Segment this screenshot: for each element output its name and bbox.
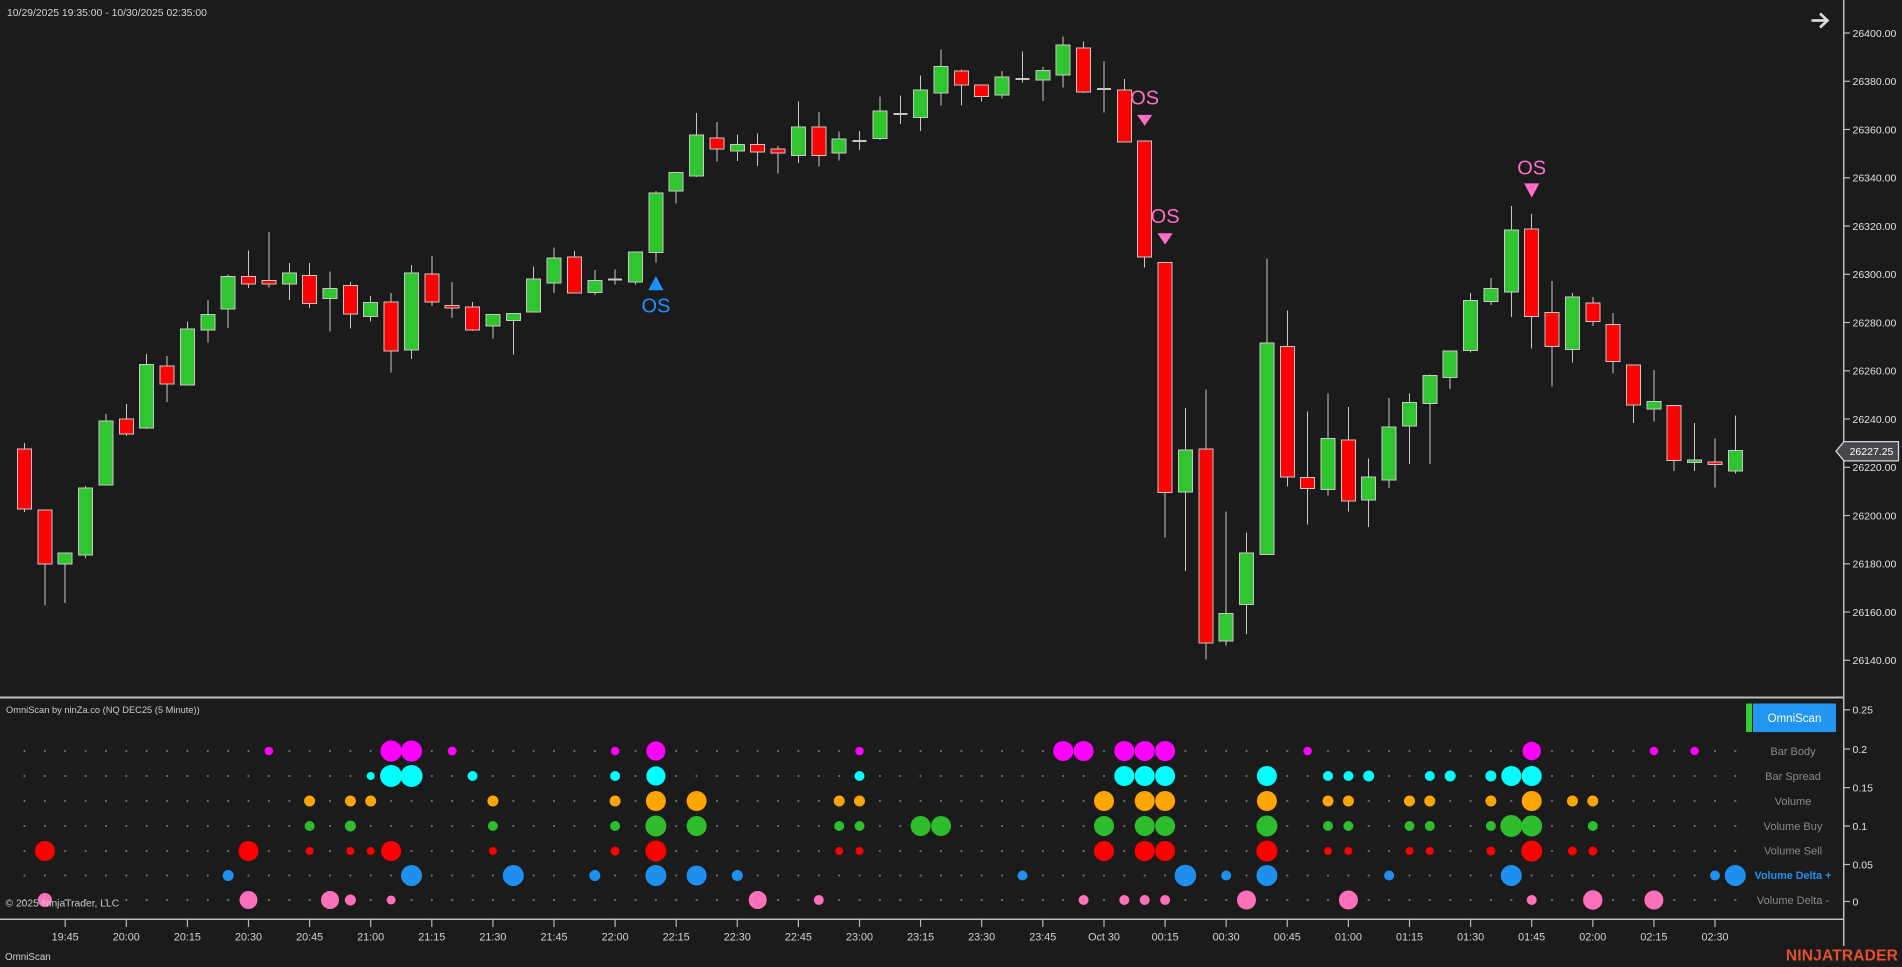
svg-text:Volume Delta -: Volume Delta - bbox=[1757, 895, 1829, 907]
svg-text:23:15: 23:15 bbox=[907, 932, 934, 944]
svg-text:OS: OS bbox=[1130, 88, 1159, 110]
svg-text:19:45: 19:45 bbox=[52, 932, 79, 944]
svg-text:21:30: 21:30 bbox=[479, 932, 506, 944]
svg-text:01:45: 01:45 bbox=[1518, 932, 1545, 944]
svg-text:23:45: 23:45 bbox=[1029, 932, 1056, 944]
svg-text:26140.00: 26140.00 bbox=[1853, 655, 1897, 667]
svg-text:26320.00: 26320.00 bbox=[1853, 221, 1897, 233]
svg-text:22:30: 22:30 bbox=[724, 932, 751, 944]
svg-text:OS: OS bbox=[1151, 206, 1180, 228]
svg-text:Oct 30: Oct 30 bbox=[1088, 932, 1120, 944]
svg-text:OmniScan by ninZa.co (NQ DEC25: OmniScan by ninZa.co (NQ DEC25 (5 Minute… bbox=[6, 705, 200, 715]
svg-text:00:15: 00:15 bbox=[1152, 932, 1179, 944]
svg-text:26340.00: 26340.00 bbox=[1853, 173, 1897, 185]
svg-text:© 2025 NinjaTrader, LLC: © 2025 NinjaTrader, LLC bbox=[6, 899, 120, 910]
svg-text:22:15: 22:15 bbox=[663, 932, 690, 944]
svg-text:26240.00: 26240.00 bbox=[1853, 414, 1897, 426]
svg-text:26220.00: 26220.00 bbox=[1853, 462, 1897, 474]
svg-text:21:45: 21:45 bbox=[540, 932, 567, 944]
svg-text:26160.00: 26160.00 bbox=[1853, 607, 1897, 619]
svg-text:01:15: 01:15 bbox=[1396, 932, 1423, 944]
svg-text:26227.25: 26227.25 bbox=[1850, 446, 1894, 458]
svg-text:Bar Body: Bar Body bbox=[1770, 746, 1816, 758]
svg-text:01:00: 01:00 bbox=[1335, 932, 1362, 944]
svg-text:20:15: 20:15 bbox=[174, 932, 201, 944]
svg-text:23:00: 23:00 bbox=[846, 932, 873, 944]
svg-text:26380.00: 26380.00 bbox=[1853, 76, 1897, 88]
svg-text:26360.00: 26360.00 bbox=[1853, 124, 1897, 136]
svg-text:26200.00: 26200.00 bbox=[1853, 510, 1897, 522]
svg-text:01:30: 01:30 bbox=[1457, 932, 1484, 944]
svg-text:Volume Sell: Volume Sell bbox=[1764, 846, 1822, 858]
svg-text:26400.00: 26400.00 bbox=[1853, 28, 1897, 40]
svg-text:0.15: 0.15 bbox=[1853, 782, 1874, 794]
svg-text:21:00: 21:00 bbox=[357, 932, 384, 944]
svg-text:10/29/2025 19:35:00 - 10/30/20: 10/29/2025 19:35:00 - 10/30/2025 02:35:0… bbox=[7, 8, 207, 19]
svg-text:OmniScan: OmniScan bbox=[5, 952, 51, 963]
svg-text:0.25: 0.25 bbox=[1853, 705, 1874, 717]
svg-text:Volume Buy: Volume Buy bbox=[1764, 821, 1823, 833]
svg-text:20:45: 20:45 bbox=[296, 932, 323, 944]
svg-text:Volume Delta +: Volume Delta + bbox=[1755, 870, 1832, 882]
svg-text:02:15: 02:15 bbox=[1640, 932, 1667, 944]
svg-text:0.2: 0.2 bbox=[1853, 744, 1868, 756]
svg-text:OS: OS bbox=[1517, 158, 1546, 180]
svg-text:26180.00: 26180.00 bbox=[1853, 559, 1897, 571]
svg-text:26300.00: 26300.00 bbox=[1853, 269, 1897, 281]
svg-text:02:30: 02:30 bbox=[1701, 932, 1728, 944]
svg-text:26260.00: 26260.00 bbox=[1853, 366, 1897, 378]
svg-text:23:30: 23:30 bbox=[968, 932, 995, 944]
svg-text:00:45: 00:45 bbox=[1274, 932, 1301, 944]
svg-text:OS: OS bbox=[641, 296, 670, 318]
svg-text:22:45: 22:45 bbox=[785, 932, 812, 944]
svg-text:0.1: 0.1 bbox=[1853, 821, 1868, 833]
svg-text:NINJATRADER: NINJATRADER bbox=[1786, 948, 1898, 965]
svg-text:Bar Spread: Bar Spread bbox=[1765, 771, 1821, 783]
svg-text:21:15: 21:15 bbox=[418, 932, 445, 944]
svg-text:0.05: 0.05 bbox=[1853, 859, 1874, 871]
svg-text:26280.00: 26280.00 bbox=[1853, 317, 1897, 329]
svg-text:00:30: 00:30 bbox=[1213, 932, 1240, 944]
svg-text:0: 0 bbox=[1853, 896, 1859, 908]
svg-text:22:00: 22:00 bbox=[602, 932, 629, 944]
svg-text:Volume: Volume bbox=[1775, 796, 1812, 808]
svg-text:02:00: 02:00 bbox=[1579, 932, 1606, 944]
svg-text:20:00: 20:00 bbox=[113, 932, 140, 944]
svg-text:OmniScan: OmniScan bbox=[1768, 713, 1822, 725]
svg-text:20:30: 20:30 bbox=[235, 932, 262, 944]
